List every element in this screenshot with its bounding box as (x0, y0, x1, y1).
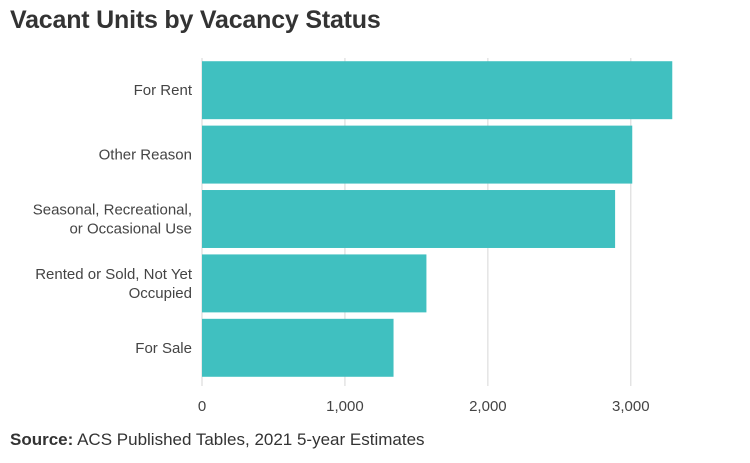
category-label: Rented or Sold, Not Yet Occupied (35, 266, 193, 302)
category-labels: For Rent Other Reason Seasonal, Recreation… (33, 82, 193, 357)
x-tick-label: 1,000 (326, 398, 364, 415)
bar (202, 254, 427, 313)
category-label: For Sale (135, 340, 192, 357)
x-tick-label: 2,000 (469, 398, 507, 415)
bar (202, 190, 616, 248)
bars (202, 61, 673, 377)
x-tick-label: 3,000 (612, 398, 650, 415)
bar (202, 318, 394, 377)
source-text: ACS Published Tables, 2021 5-year Estima… (77, 430, 425, 449)
chart-title: Vacant Units by Vacancy Status (10, 6, 381, 34)
category-label: Other Reason (99, 147, 192, 164)
source-note: Source: ACS Published Tables, 2021 5-yea… (10, 430, 425, 450)
x-tick-label: 0 (198, 398, 206, 415)
bar (202, 125, 633, 184)
source-label: Source: (10, 430, 74, 449)
bar (202, 61, 673, 120)
x-axis-tick-labels: 0 1,000 2,000 3,000 (198, 398, 650, 415)
category-label: Seasonal, Recreational, or Occasional Use (33, 202, 192, 238)
category-label: For Rent (134, 82, 193, 99)
